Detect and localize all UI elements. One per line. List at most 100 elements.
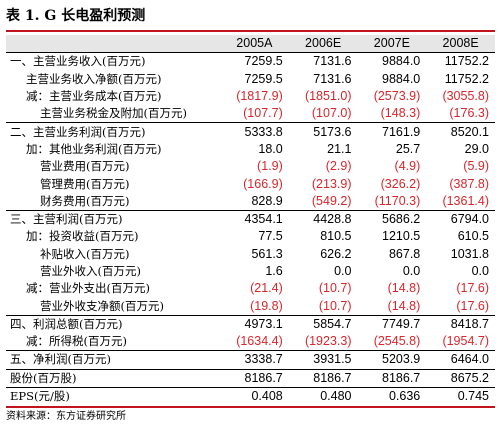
- value-cell: 9884.0: [357, 52, 427, 71]
- value-cell: 4428.8: [288, 209, 358, 229]
- value-cell: 5854.7: [288, 314, 358, 334]
- value-cell: 8520.1: [426, 122, 495, 141]
- value-cell: 7131.6: [288, 52, 358, 71]
- value-cell: (107.7): [243, 106, 283, 121]
- value-cell: (176.3): [449, 106, 489, 121]
- value-cell: (1954.7): [442, 334, 489, 349]
- value-cell: 6794.0: [426, 209, 495, 229]
- column-header: 2007E: [373, 36, 410, 51]
- value-cell: 7131.6: [313, 71, 352, 86]
- value-cell: 11752.2: [444, 71, 489, 86]
- table-row: 营业外收入(百万元) 1.6 0.0 0.0 0.0: [6, 263, 495, 280]
- row-label: 补贴收入(百万元): [40, 246, 130, 261]
- value-cell: (1923.3): [304, 334, 352, 349]
- row-label: 三、主营利润(百万元): [6, 209, 220, 229]
- header-label-cell: [6, 35, 220, 53]
- row-label: 股份(百万股): [6, 368, 220, 388]
- value-cell: (10.7): [318, 298, 352, 313]
- value-cell: (5.9): [463, 159, 489, 174]
- row-label: 减：营业外支出(百万元): [26, 281, 150, 296]
- source-note: 资料来源：东方证券研究所: [6, 411, 126, 422]
- row-label: 营业外收支净额(百万元): [40, 298, 164, 313]
- table-title: 表 1. G 长电盈利预测: [6, 8, 146, 24]
- value-cell: 8418.7: [426, 314, 495, 334]
- column-header: 2005A: [236, 36, 273, 51]
- value-cell: 77.5: [258, 229, 283, 244]
- value-cell: 7259.5: [220, 52, 289, 71]
- row-label: 主营业务收入净额(百万元): [26, 71, 162, 86]
- value-cell: (2545.8): [373, 334, 421, 349]
- value-cell: (1851.0): [304, 89, 352, 104]
- value-cell: 0.745: [426, 386, 495, 406]
- value-cell: 7161.9: [357, 122, 427, 141]
- value-cell: 9884.0: [382, 71, 421, 86]
- value-cell: 0.0: [334, 264, 352, 278]
- value-cell: 626.2: [320, 246, 352, 261]
- value-cell: (4.9): [394, 159, 421, 174]
- row-label: 二、主营业务利润(百万元): [6, 122, 220, 141]
- value-cell: (1634.4): [236, 334, 283, 349]
- value-cell: 0.0: [402, 264, 421, 278]
- title-rule: [6, 30, 495, 32]
- table-row: 管理费用(百万元) (166.9) (213.9) (326.2) (387.8): [6, 175, 495, 192]
- table-row: 一、主营业务收入(百万元) 7259.5 7131.6 9884.0 11752.2: [6, 52, 495, 71]
- value-cell: 0.408: [220, 386, 289, 406]
- table-row: 股份(百万股) 8186.7 8186.7 8186.7 8675.2: [6, 368, 495, 388]
- value-cell: (21.4): [250, 281, 283, 296]
- value-cell: 29.0: [464, 141, 489, 156]
- value-cell: 8186.7: [357, 368, 427, 388]
- column-header: 2008E: [442, 36, 479, 51]
- value-cell: (166.9): [243, 176, 283, 191]
- table-row: 减：主营业务成本(百万元) (1817.9) (1851.0) (2573.9) (30…: [6, 88, 495, 105]
- value-cell: (1170.3): [374, 193, 421, 208]
- value-cell: 21.1: [327, 141, 352, 156]
- value-cell: (2573.9): [373, 89, 421, 104]
- value-cell: 1031.8: [450, 246, 489, 261]
- table-row: 二、主营业务利润(百万元) 5333.8 5173.6 7161.9 8520.1: [6, 122, 495, 141]
- value-cell: (1.9): [257, 159, 283, 174]
- value-cell: 810.5: [320, 229, 352, 244]
- value-cell: 18.0: [258, 141, 283, 156]
- value-cell: 3931.5: [288, 350, 358, 370]
- table-row: 加：其他业务利润(百万元) 18.0 21.1 25.7 29.0: [6, 141, 495, 158]
- value-cell: 6464.0: [426, 350, 495, 370]
- value-cell: 0.636: [357, 386, 427, 406]
- value-cell: (1817.9): [236, 89, 283, 104]
- value-cell: 8675.2: [426, 368, 495, 388]
- value-cell: (2.9): [325, 159, 352, 174]
- value-cell: 3338.7: [220, 350, 289, 370]
- value-cell: 561.3: [251, 246, 283, 261]
- table-row: 加：投资收益(百万元) 77.5 810.5 1210.5 610.5: [6, 228, 495, 245]
- value-cell: 11752.2: [426, 52, 495, 71]
- value-cell: 610.5: [457, 229, 489, 244]
- table-row: EPS(元/股) 0.408 0.480 0.636 0.745: [6, 386, 495, 406]
- column-header: 2006E: [305, 36, 342, 51]
- row-label: 营业费用(百万元): [40, 159, 130, 174]
- value-cell: 5173.6: [288, 122, 358, 141]
- table-row: 主营业务收入净额(百万元) 7259.5 7131.6 9884.0 11752.2: [6, 71, 495, 88]
- table-row: 三、主营利润(百万元) 4354.1 4428.8 5686.2 6794.0: [6, 209, 495, 229]
- value-cell: 5203.9: [357, 350, 427, 370]
- value-cell: 867.8: [388, 246, 421, 261]
- table-row: 减：营业外支出(百万元) (21.4) (10.7) (14.8) (17.6): [6, 280, 495, 297]
- row-label: 管理费用(百万元): [40, 176, 130, 191]
- value-cell: 8186.7: [288, 368, 358, 388]
- value-cell: 4354.1: [220, 209, 289, 229]
- value-cell: (14.8): [387, 281, 421, 296]
- table-row: 五、净利润(百万元) 3338.7 3931.5 5203.9 6464.0: [6, 350, 495, 370]
- value-cell: (19.8): [250, 298, 283, 313]
- row-label: EPS(元/股): [6, 386, 220, 406]
- table-row: 主营业务税金及附加(百万元) (107.7) (107.0) (148.3) (176.…: [6, 105, 495, 123]
- row-label: 财务费用(百万元): [40, 193, 130, 208]
- value-cell: (213.9): [311, 176, 352, 191]
- value-cell: 828.9: [251, 193, 283, 208]
- value-cell: 4973.1: [220, 314, 289, 334]
- value-cell: 25.7: [395, 141, 421, 156]
- value-cell: 5686.2: [357, 209, 427, 229]
- value-cell: (17.6): [456, 281, 489, 296]
- value-cell: (549.2): [311, 193, 352, 208]
- table-row: 补贴收入(百万元) 561.3 626.2 867.8 1031.8: [6, 246, 495, 263]
- value-cell: (107.0): [311, 106, 352, 121]
- value-cell: 1210.5: [382, 229, 421, 244]
- value-cell: (10.7): [318, 281, 352, 296]
